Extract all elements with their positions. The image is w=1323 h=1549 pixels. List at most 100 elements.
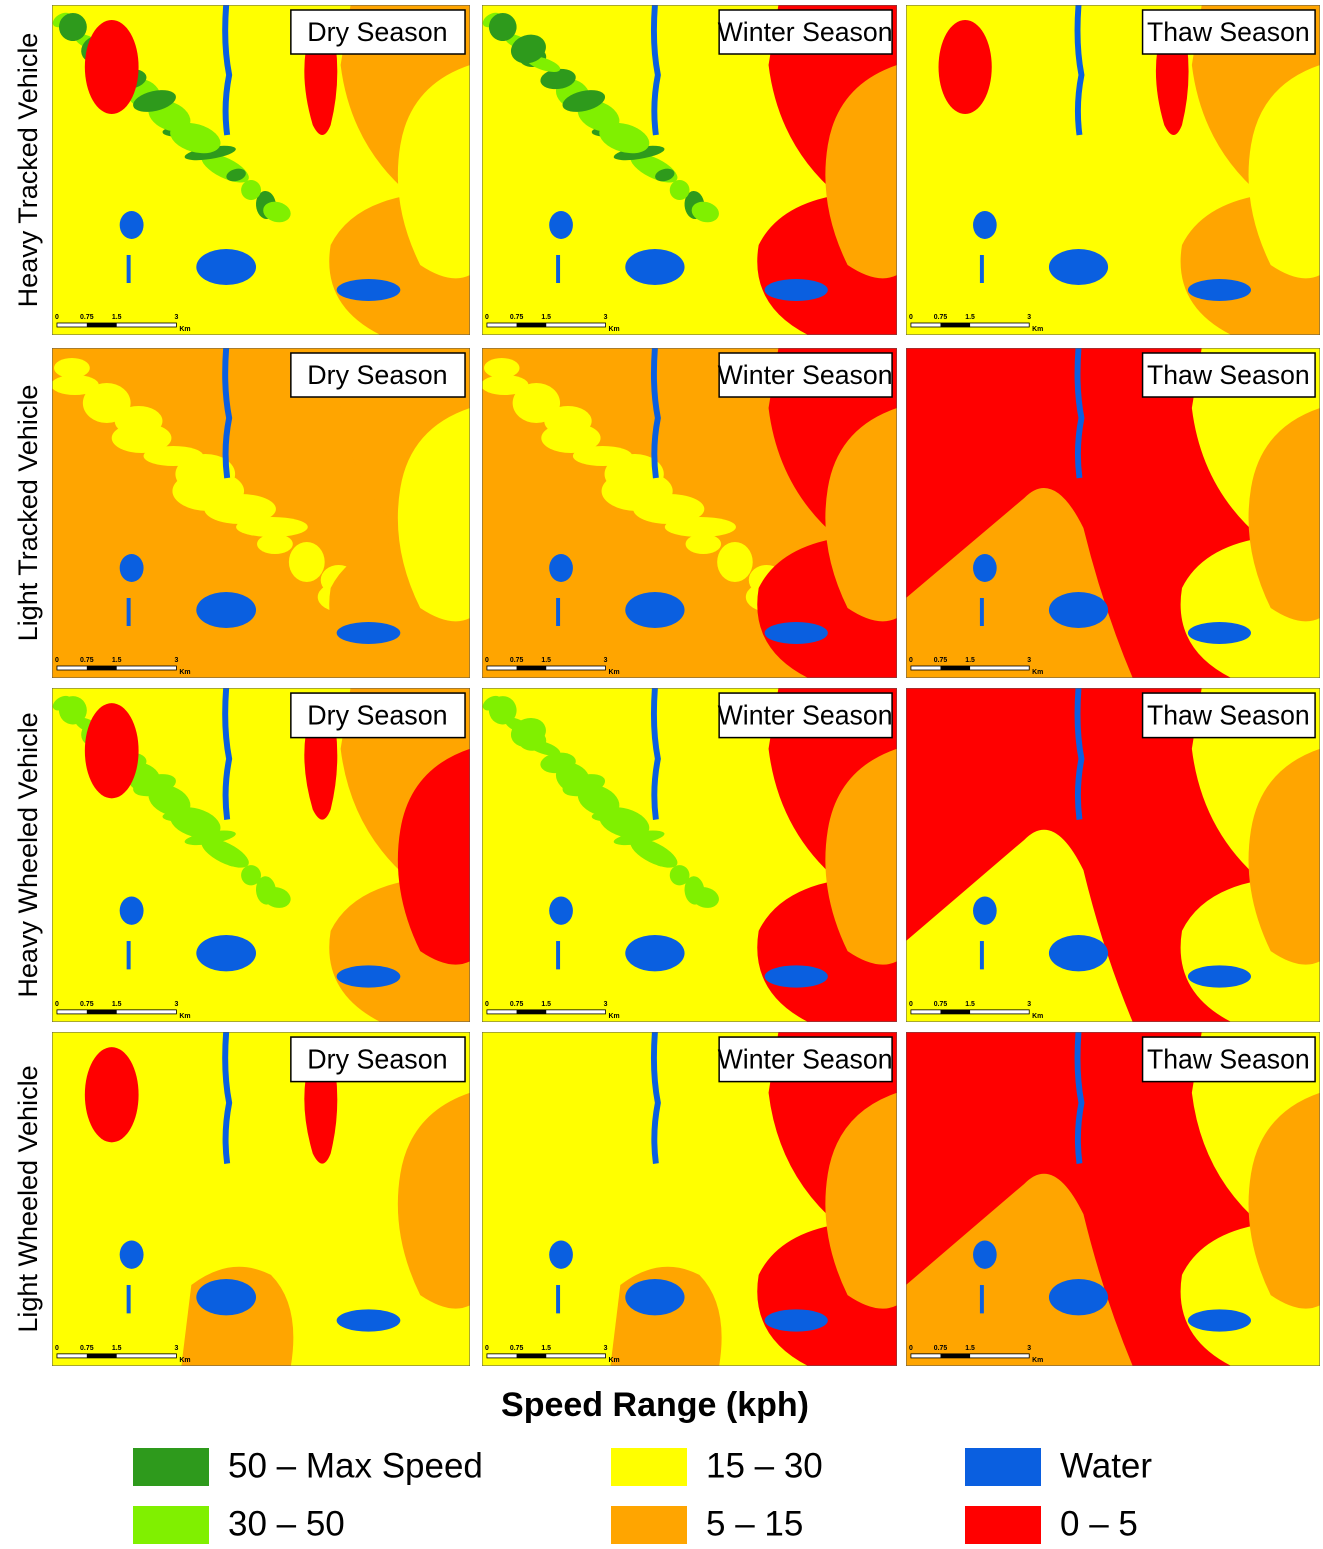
legend-label: 50 – Max Speed bbox=[228, 1446, 483, 1485]
scale-bar-segment bbox=[941, 1354, 971, 1358]
lake bbox=[556, 598, 560, 626]
lake bbox=[549, 554, 573, 582]
scale-bar-label: 0 bbox=[485, 1345, 489, 1352]
lake bbox=[120, 896, 144, 924]
scale-bar-label: 0.75 bbox=[80, 657, 94, 664]
lake bbox=[973, 896, 997, 924]
map-panel: Thaw Season00.751.53Km bbox=[906, 688, 1320, 1022]
scale-bar-label: 0.75 bbox=[934, 1001, 948, 1008]
scale-bar-label: 0.75 bbox=[510, 1001, 524, 1008]
scale-bar-unit: Km bbox=[1032, 326, 1043, 333]
scale-bar bbox=[487, 323, 606, 327]
legend-label: Water bbox=[1060, 1446, 1152, 1485]
terrain-region bbox=[85, 703, 139, 798]
season-label: Thaw Season bbox=[1147, 1044, 1310, 1074]
season-label: Thaw Season bbox=[1147, 360, 1310, 390]
lake bbox=[337, 965, 401, 987]
scale-bar-label: 1.5 bbox=[112, 1001, 122, 1008]
scale-bar-segment bbox=[517, 1010, 547, 1014]
scale-bar-label: 1.5 bbox=[965, 314, 975, 321]
scale-bar-label: 3 bbox=[174, 657, 178, 664]
lake bbox=[549, 896, 573, 924]
lake bbox=[127, 255, 131, 283]
lake bbox=[1188, 622, 1251, 644]
terrain-patch bbox=[257, 534, 293, 554]
scale-bar-label: 3 bbox=[604, 1001, 608, 1008]
scale-bar-label: 0.75 bbox=[80, 1001, 94, 1008]
scale-bar-label: 0.75 bbox=[510, 657, 524, 664]
lake bbox=[196, 935, 256, 971]
lake bbox=[625, 935, 684, 971]
scale-bar-unit: Km bbox=[608, 669, 619, 676]
row-label: Heavy Wheeled Vehicle bbox=[13, 712, 43, 997]
scale-bar-label: 0 bbox=[909, 1001, 913, 1008]
scale-bar-segment bbox=[517, 1354, 547, 1358]
legend-swatch bbox=[133, 1506, 209, 1544]
terrain-region bbox=[939, 20, 992, 114]
scale-bar-segment bbox=[517, 666, 547, 670]
scale-bar-label: 1.5 bbox=[965, 1001, 975, 1008]
scale-bar-unit: Km bbox=[608, 1013, 619, 1020]
season-label: Dry Season bbox=[307, 360, 447, 390]
scale-bar-label: 0.75 bbox=[80, 314, 94, 321]
legend-swatch bbox=[965, 1448, 1041, 1486]
scale-bar-label: 1.5 bbox=[965, 1345, 975, 1352]
scale-bar-label: 0 bbox=[485, 1001, 489, 1008]
legend-swatch bbox=[611, 1506, 687, 1544]
lake bbox=[120, 554, 144, 582]
scale-bar-label: 0 bbox=[909, 657, 913, 664]
season-label: Winter Season bbox=[718, 17, 893, 47]
lake bbox=[980, 598, 984, 626]
lake bbox=[337, 279, 401, 301]
lake bbox=[625, 592, 684, 628]
lake bbox=[973, 554, 997, 582]
terrain-patch bbox=[602, 471, 673, 511]
lake bbox=[1049, 1279, 1108, 1315]
lake bbox=[120, 1240, 144, 1268]
map-panel: Thaw Season00.751.53Km bbox=[906, 5, 1320, 335]
scale-bar-label: 1.5 bbox=[541, 1001, 551, 1008]
lake bbox=[980, 1285, 984, 1313]
scale-bar-label: 0 bbox=[485, 657, 489, 664]
scale-bar-unit: Km bbox=[1032, 1357, 1043, 1364]
scale-bar-label: 1.5 bbox=[112, 657, 122, 664]
lake bbox=[337, 1309, 401, 1331]
season-label: Dry Season bbox=[307, 17, 447, 47]
legend-label: 30 – 50 bbox=[228, 1504, 345, 1543]
lake bbox=[765, 965, 828, 987]
scale-bar-label: 1.5 bbox=[541, 314, 551, 321]
scale-bar-label: 0 bbox=[909, 314, 913, 321]
lake bbox=[120, 211, 144, 239]
scale-bar-label: 0 bbox=[909, 1345, 913, 1352]
season-label: Winter Season bbox=[718, 1044, 893, 1074]
scale-bar-label: 0 bbox=[55, 1001, 59, 1008]
scale-bar-label: 1.5 bbox=[112, 314, 122, 321]
scale-bar-label: 3 bbox=[1027, 1345, 1031, 1352]
scale-bar-label: 0 bbox=[485, 314, 489, 321]
scale-bar-unit: Km bbox=[608, 1357, 619, 1364]
legend-label: 15 – 30 bbox=[706, 1446, 823, 1485]
scale-bar bbox=[487, 666, 606, 670]
scale-bar-label: 3 bbox=[174, 1001, 178, 1008]
lake bbox=[1188, 279, 1251, 301]
lake bbox=[337, 622, 401, 644]
terrain-patch bbox=[289, 542, 325, 582]
lake bbox=[127, 941, 131, 969]
terrain-patch bbox=[717, 542, 753, 582]
scale-bar-unit: Km bbox=[179, 1013, 190, 1020]
scale-bar-segment bbox=[87, 323, 117, 327]
lake bbox=[765, 279, 828, 301]
scale-bar-segment bbox=[941, 323, 971, 327]
legend-label: 0 – 5 bbox=[1060, 1504, 1138, 1543]
lake bbox=[765, 622, 828, 644]
scale-bar-label: 0.75 bbox=[80, 1345, 94, 1352]
scale-bar-segment bbox=[87, 1010, 117, 1014]
scale-bar-unit: Km bbox=[1032, 1013, 1043, 1020]
scale-bar-unit: Km bbox=[179, 669, 190, 676]
lake bbox=[556, 941, 560, 969]
scale-bar bbox=[487, 1010, 606, 1014]
lake bbox=[973, 1240, 997, 1268]
